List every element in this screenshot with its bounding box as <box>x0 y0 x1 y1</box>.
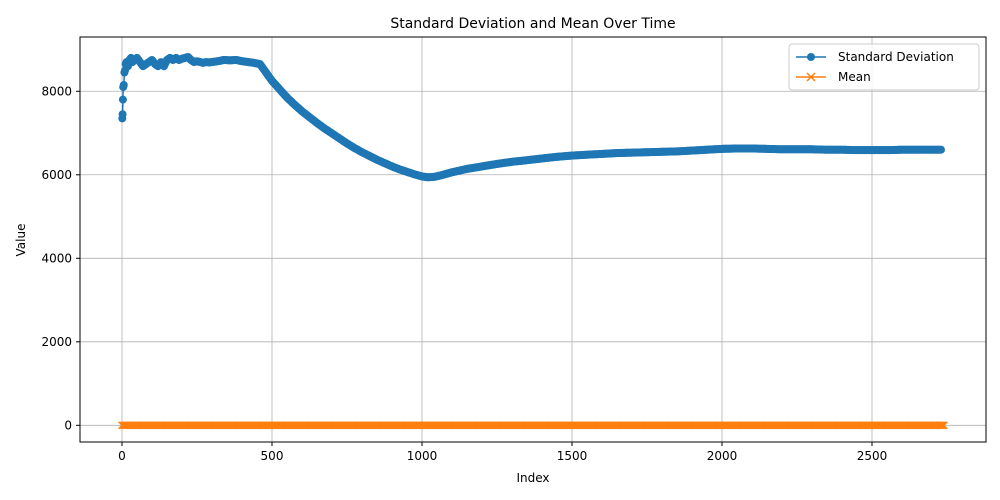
y-tick-label: 2000 <box>41 335 72 349</box>
x-axis-ticks: 0 500 1000 1500 2000 2500 <box>118 442 887 463</box>
y-tick-label: 4000 <box>41 251 72 265</box>
std-point <box>118 95 127 104</box>
legend-mean-marker <box>806 72 816 82</box>
legend: Standard Deviation Mean <box>788 43 980 91</box>
plot-frame <box>79 36 987 443</box>
legend-std-marker <box>807 53 815 61</box>
legend-std-label: Standard Deviation <box>838 50 954 64</box>
y-tick-label: 6000 <box>41 168 72 182</box>
mean-point <box>938 421 947 430</box>
mean-point <box>940 421 948 430</box>
y-axis-ticks: 0 2000 4000 6000 8000 <box>41 84 80 432</box>
std-point <box>118 110 127 119</box>
legend-box <box>788 43 980 91</box>
x-tick-label: 500 <box>261 449 284 463</box>
x-tick-label: 0 <box>118 449 126 463</box>
chart-title: Standard Deviation and Mean Over Time <box>390 16 675 32</box>
plot-series <box>118 53 948 430</box>
y-axis-title: Value <box>14 224 28 257</box>
x-axis-title: Index <box>516 471 549 485</box>
y-tick-label: 8000 <box>41 84 72 98</box>
x-tick-label: 2000 <box>707 449 738 463</box>
legend-entry-mean: Mean <box>796 70 871 84</box>
legend-mean-label: Mean <box>838 70 871 84</box>
std-point <box>119 81 128 89</box>
std-point <box>936 145 945 154</box>
x-tick-label: 1500 <box>557 449 588 463</box>
legend-entry-std: Standard Deviation <box>796 50 954 64</box>
x-tick-label: 2500 <box>857 449 888 463</box>
x-tick-label: 1000 <box>407 449 438 463</box>
mean-point <box>936 421 945 430</box>
mean-point <box>937 421 946 430</box>
y-tick-label: 0 <box>64 418 72 432</box>
